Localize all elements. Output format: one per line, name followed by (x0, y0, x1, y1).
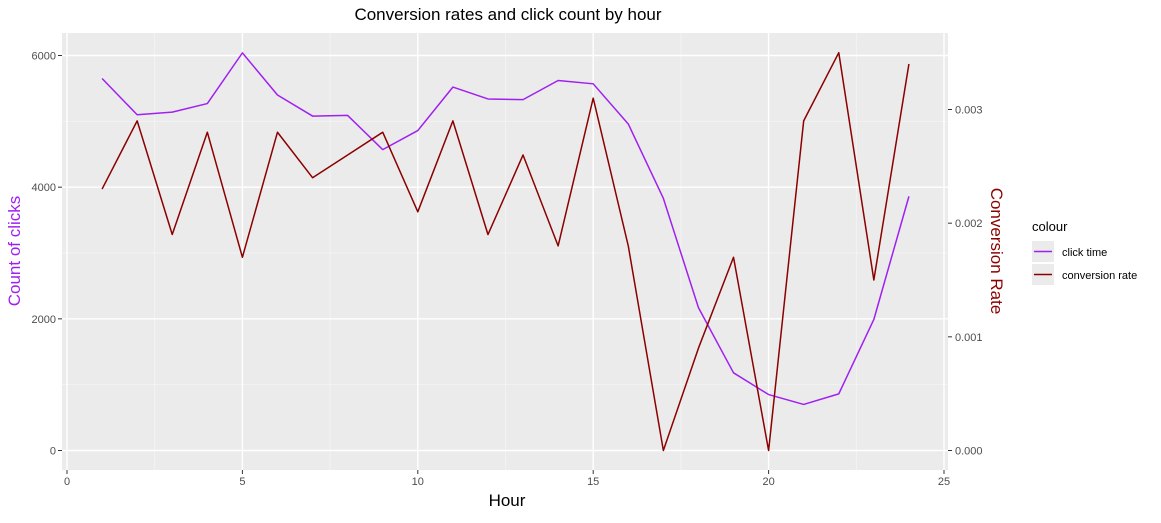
y-left-tick-label: 2000 (32, 314, 56, 326)
y-left-axis-label: Count of clicks (5, 196, 24, 307)
plot-panel (62, 33, 948, 470)
legend-entry-click-time: click time (1032, 241, 1107, 262)
legend: colour click time conversion rate (1032, 219, 1137, 285)
y-left-tick-label: 6000 (32, 51, 56, 63)
x-axis-label: Hour (489, 491, 526, 510)
x-tick-label: 5 (239, 476, 245, 488)
y-right-tick-label: 0.002 (955, 218, 983, 230)
y-right-tick-label: 0.003 (955, 105, 983, 117)
series-line-conversion-rate (101, 51, 910, 452)
x-axis: 0 5 10 15 20 25 (64, 470, 950, 488)
legend-entry-conversion-rate: conversion rate (1032, 264, 1137, 285)
legend-label-conversion-rate: conversion rate (1062, 270, 1137, 282)
series-lines (101, 51, 910, 452)
legend-title: colour (1032, 219, 1068, 234)
y-right-axis: 0.000 0.001 0.002 0.003 (948, 105, 983, 458)
x-tick-label: 10 (412, 476, 424, 488)
grid-major (62, 33, 948, 470)
x-tick-label: 20 (762, 476, 774, 488)
y-right-axis-label: Conversion Rate (987, 188, 1006, 315)
y-right-tick-label: 0.000 (955, 446, 983, 458)
grid-minor (62, 33, 948, 470)
chart-title: Conversion rates and click count by hour (354, 5, 661, 24)
x-tick-label: 25 (938, 476, 950, 488)
y-left-tick-label: 4000 (32, 182, 56, 194)
y-left-tick-label: 0 (50, 446, 56, 458)
x-tick-label: 15 (587, 476, 599, 488)
y-left-axis: 0 2000 4000 6000 (32, 51, 62, 458)
x-tick-label: 0 (64, 476, 70, 488)
y-right-tick-label: 0.001 (955, 332, 983, 344)
legend-label-click-time: click time (1062, 247, 1107, 259)
